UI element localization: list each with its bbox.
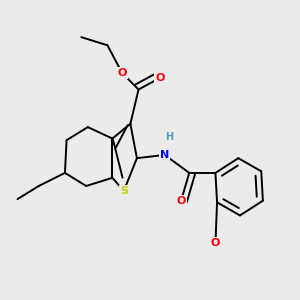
Text: N: N	[160, 150, 169, 160]
Text: H: H	[166, 132, 174, 142]
Text: O: O	[155, 73, 164, 83]
Text: S: S	[120, 186, 128, 196]
Text: O: O	[118, 68, 127, 78]
Text: O: O	[211, 238, 220, 248]
Text: O: O	[176, 196, 186, 206]
